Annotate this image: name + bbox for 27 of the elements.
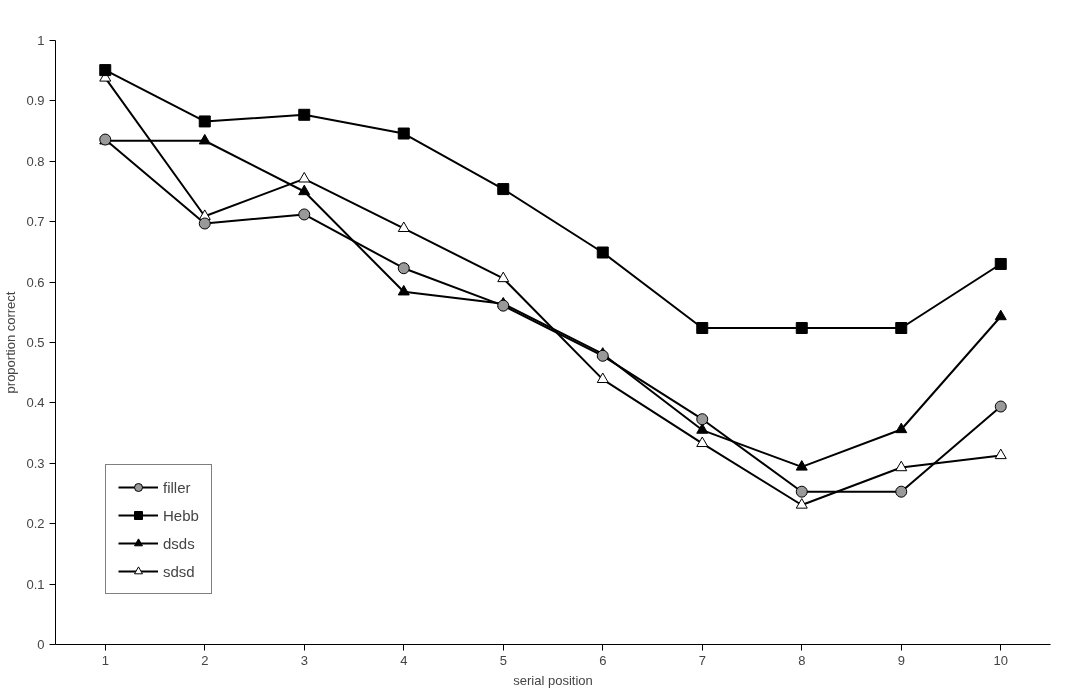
x-tick-label: 10	[993, 652, 1008, 668]
x-tick-label: 6	[599, 652, 607, 668]
legend-label: Hebb	[163, 506, 199, 524]
y-tick-label: 0.1	[26, 576, 45, 592]
x-tick-label: 3	[300, 652, 308, 668]
y-tick-label: 0.4	[26, 395, 45, 411]
y-tick-label: 0.3	[26, 455, 45, 471]
x-tick-label: 1	[101, 652, 109, 668]
legend-label: dsds	[163, 534, 195, 552]
y-axis-title: proportion correct	[3, 291, 19, 394]
x-tick-label: 9	[897, 652, 905, 668]
y-tick-label: 0.5	[26, 335, 45, 350]
legend-label: filler	[163, 478, 191, 496]
y-tick-label: 1	[37, 33, 45, 48]
x-tick-label: 8	[798, 652, 806, 668]
x-tick-label: 4	[400, 652, 408, 668]
y-tick-label: 0.2	[26, 516, 45, 532]
y-tick-label: 0.7	[26, 214, 45, 230]
x-tick-label: 5	[499, 652, 507, 668]
y-tick-label: 0	[37, 637, 45, 652]
x-tick-label: 2	[201, 652, 209, 668]
legend-label: sdsd	[163, 562, 195, 580]
x-axis-title: serial position	[513, 672, 593, 688]
y-tick-label: 0.9	[26, 93, 45, 109]
x-tick-label: 7	[698, 652, 706, 668]
y-tick-label: 0.6	[26, 274, 45, 290]
y-tick-label: 0.8	[26, 153, 45, 169]
